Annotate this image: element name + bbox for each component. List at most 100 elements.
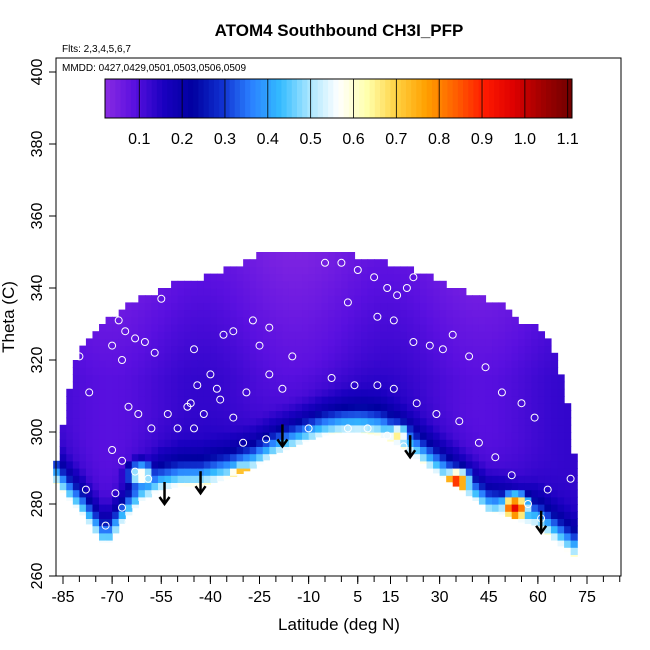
field-cell bbox=[367, 280, 375, 289]
sample-point bbox=[150, 348, 159, 357]
field-cell bbox=[557, 381, 565, 390]
field-cell bbox=[85, 475, 94, 483]
field-cell bbox=[400, 316, 408, 325]
field-cell bbox=[413, 324, 421, 332]
field-cell bbox=[223, 288, 231, 296]
field-cell bbox=[197, 316, 205, 325]
field-cell bbox=[478, 446, 487, 455]
field-cell bbox=[472, 403, 480, 411]
field-cell bbox=[85, 374, 94, 383]
field-cell bbox=[472, 496, 480, 501]
field-cell bbox=[387, 381, 395, 390]
field-cell bbox=[275, 424, 284, 433]
sample-point bbox=[402, 284, 411, 292]
field-cell bbox=[157, 403, 166, 411]
field-cell bbox=[433, 381, 441, 390]
field-cell bbox=[354, 417, 362, 426]
field-cell bbox=[518, 374, 526, 383]
field-cell bbox=[321, 273, 329, 282]
field-cell bbox=[216, 439, 225, 447]
field-cell bbox=[282, 446, 290, 451]
field-cell bbox=[203, 316, 211, 325]
field-cell bbox=[171, 360, 179, 368]
field-cell bbox=[72, 468, 80, 476]
field-cell bbox=[190, 468, 198, 476]
field-cell bbox=[531, 396, 539, 404]
field-cell bbox=[164, 302, 172, 311]
field-cell bbox=[164, 367, 172, 375]
colorbar-segment bbox=[224, 79, 231, 118]
field-cell bbox=[557, 417, 565, 426]
field-cell bbox=[328, 345, 336, 354]
field-cell bbox=[498, 302, 506, 311]
field-cell bbox=[230, 403, 238, 411]
field-cell bbox=[99, 432, 107, 440]
colorbar-segment bbox=[151, 79, 158, 118]
field-cell bbox=[177, 432, 185, 440]
field-cell bbox=[537, 453, 546, 462]
field-cell bbox=[230, 439, 238, 447]
field-cell bbox=[380, 295, 388, 303]
field-cell bbox=[269, 266, 277, 275]
field-cell bbox=[341, 345, 349, 354]
field-cell bbox=[439, 424, 447, 433]
sample-point bbox=[530, 413, 539, 422]
field-cell bbox=[223, 439, 231, 447]
field-cell bbox=[230, 352, 238, 361]
sample-point bbox=[229, 327, 238, 336]
field-cell bbox=[295, 374, 303, 383]
field-cell bbox=[138, 360, 146, 368]
field-cell bbox=[557, 460, 565, 469]
field-cell bbox=[537, 468, 546, 476]
sample-point bbox=[412, 399, 421, 408]
field-cell bbox=[413, 352, 421, 361]
field-cell bbox=[197, 417, 205, 426]
field-cell bbox=[426, 280, 434, 289]
field-cell bbox=[157, 324, 166, 332]
field-cell bbox=[537, 367, 546, 375]
sample-point bbox=[393, 291, 402, 300]
field-cell bbox=[236, 410, 244, 419]
field-cell bbox=[210, 374, 218, 383]
field-cell bbox=[256, 302, 264, 311]
field-cell bbox=[171, 381, 179, 390]
field-cell bbox=[544, 352, 552, 361]
field-cell bbox=[230, 360, 238, 368]
field-cell bbox=[302, 288, 310, 296]
field-cell bbox=[177, 468, 185, 476]
field-cell bbox=[347, 280, 356, 289]
field-cell bbox=[367, 273, 375, 282]
sample-point bbox=[190, 345, 198, 354]
field-cell bbox=[131, 432, 139, 440]
field-cell bbox=[328, 259, 336, 267]
field-cell bbox=[105, 518, 113, 527]
field-cell bbox=[419, 316, 428, 325]
field-cell bbox=[406, 302, 415, 311]
field-cell bbox=[125, 482, 133, 491]
field-cell bbox=[472, 302, 480, 311]
y-tick-label: 400 bbox=[29, 59, 46, 86]
sample-point bbox=[438, 345, 447, 354]
field-cell bbox=[354, 352, 362, 361]
field-cell bbox=[249, 439, 257, 447]
field-cell bbox=[302, 345, 310, 354]
colorbar-segment bbox=[504, 79, 511, 118]
field-cell bbox=[439, 316, 447, 325]
field-cell bbox=[387, 352, 395, 361]
field-cell bbox=[164, 352, 172, 361]
field-cell bbox=[190, 403, 198, 411]
field-cell bbox=[99, 324, 107, 332]
field-cell bbox=[452, 410, 460, 419]
field-cell bbox=[177, 345, 185, 354]
field-cell bbox=[275, 316, 284, 325]
colorbar-segment bbox=[296, 79, 303, 118]
field-cell bbox=[164, 468, 172, 476]
field-cell bbox=[452, 374, 460, 383]
field-cell bbox=[105, 324, 113, 332]
field-cell bbox=[524, 381, 532, 390]
field-cell bbox=[288, 280, 297, 289]
field-cell bbox=[465, 352, 473, 361]
field-cell bbox=[282, 360, 290, 368]
field-cell bbox=[125, 331, 133, 339]
field-cell bbox=[171, 482, 179, 488]
